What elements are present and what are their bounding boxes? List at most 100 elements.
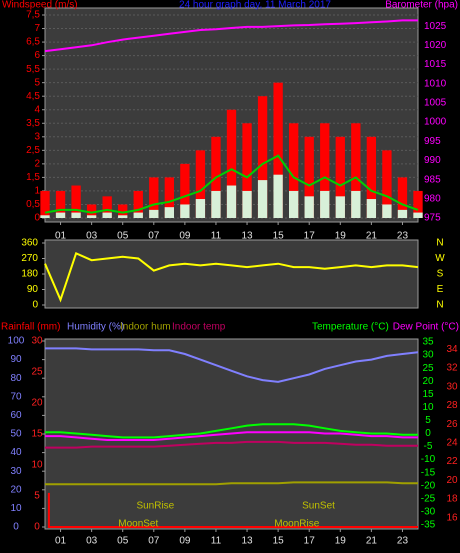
wind-bar [195, 150, 206, 218]
x-tick-label: 05 [117, 231, 129, 242]
y2-tick-label: -15 [421, 467, 436, 478]
series-line [44, 154, 419, 214]
wind-bar [164, 177, 174, 218]
wind-bar [149, 209, 159, 218]
x-tick-label: 13 [241, 536, 253, 547]
wind-bar [195, 199, 206, 218]
series-line [45, 431, 418, 441]
wind-bar [257, 180, 268, 218]
y3-tick-label: 26 [446, 419, 458, 430]
x-tick-label: 03 [86, 231, 98, 242]
series-line [45, 423, 418, 439]
y-tick-label: 90 [10, 354, 22, 365]
y3-tick-label: 22 [446, 456, 458, 467]
y-tick-label: 6,5 [26, 37, 40, 48]
wind-bar [40, 215, 50, 218]
y2-tick-label: 5 [425, 415, 431, 426]
y-tick-label: 1 [34, 186, 40, 197]
y4-tick-label: 10 [31, 460, 43, 471]
wind-bar [413, 212, 423, 218]
series-line [44, 251, 419, 303]
wind-bar [40, 190, 50, 218]
y4-tick-label: 30 [31, 336, 43, 347]
y-tick-label: 60 [10, 410, 22, 421]
y-tick-label: 70 [10, 391, 22, 402]
wind-bar [413, 190, 423, 218]
y4-tick-label: 15 [31, 429, 43, 440]
wind-bar [133, 212, 143, 218]
wind-bar [397, 209, 408, 218]
y2-tick-label: 995 [424, 136, 441, 147]
wind-bar [164, 207, 174, 218]
y3-tick-label: 32 [446, 363, 458, 374]
wind-bar [71, 212, 81, 218]
wind-bar [304, 136, 314, 218]
wind-bar [242, 123, 252, 218]
y-tick-label: 0,5 [26, 199, 40, 210]
wind-bar [86, 215, 97, 218]
x-tick-label: 19 [335, 536, 347, 547]
y-tick-label: 3 [34, 131, 40, 142]
x-tick-label: 11 [211, 231, 222, 242]
y-tick-label: 6 [34, 50, 40, 61]
y-tick-label: 3,5 [26, 118, 40, 129]
x-tick-label: 01 [55, 536, 67, 547]
y-tick-label: 90 [27, 284, 39, 295]
wind-bar [149, 177, 159, 218]
y2-tick-label: 1000 [424, 117, 447, 128]
y2-tick-label: -20 [421, 480, 436, 491]
x-tick-label: 09 [179, 231, 191, 242]
y2-label: Barometer (hpa) [385, 0, 458, 11]
series-label: Indoor temp [172, 322, 226, 333]
wind-bar [289, 123, 299, 218]
y3-tick-label: 30 [446, 381, 458, 392]
wind-bar [335, 136, 345, 218]
y2-tick-label: 980 [424, 193, 441, 204]
x-tick-label: 17 [304, 536, 316, 547]
series-label: Temperature (°C) [312, 322, 389, 333]
y4-tick-label: 5 [34, 491, 40, 502]
wind-bar [180, 204, 190, 218]
wind-bar [320, 123, 330, 218]
wind-bar [304, 196, 314, 218]
y2-tick-label: 985 [424, 174, 441, 185]
y2-tick-label: 1025 [424, 21, 447, 32]
x-tick-label: 01 [55, 231, 67, 242]
y2-tick-label: 10 [422, 402, 434, 413]
wind-bar [397, 177, 408, 218]
x-tick-label: 05 [117, 536, 129, 547]
y2-tick-label: 30 [422, 350, 434, 361]
y-tick-label: 50 [10, 429, 22, 440]
y-tick-label: 270 [21, 253, 38, 264]
series-line [47, 492, 418, 528]
y3-tick-label: 16 [446, 512, 458, 523]
y-tick-label: 2 [34, 159, 40, 170]
series-line [44, 19, 418, 53]
wind-bar [242, 190, 252, 218]
y-tick-label: 20 [10, 484, 22, 495]
series-label: Humidity (%) [67, 322, 124, 333]
y2-tick-label: -10 [421, 454, 436, 465]
y2-tick-label: -30 [421, 506, 436, 517]
x-tick-label: 07 [148, 536, 160, 547]
x-tick-label: 21 [366, 231, 378, 242]
y-tick-label: 7 [34, 23, 40, 34]
y2-tick-label: 20 [422, 376, 434, 387]
y-tick-label: 0 [32, 300, 38, 311]
plot-area [44, 239, 419, 309]
wind-bar [226, 109, 237, 218]
y2-tick-label: -5 [424, 441, 433, 452]
y-tick-label: 30 [10, 466, 22, 477]
wind-bar [86, 204, 97, 218]
moon-annotation: MoonRise [274, 519, 319, 530]
wind-bar [273, 82, 283, 219]
wind-bar [226, 185, 237, 218]
series-line [45, 347, 419, 383]
wind-bar [55, 190, 66, 218]
y-tick-label: 40 [10, 447, 22, 458]
y-tick-label: 2,5 [26, 145, 40, 156]
y-tick-label: 10 [10, 503, 22, 514]
y-tick-label: 100 [8, 336, 25, 347]
x-tick-label: 15 [273, 231, 285, 242]
